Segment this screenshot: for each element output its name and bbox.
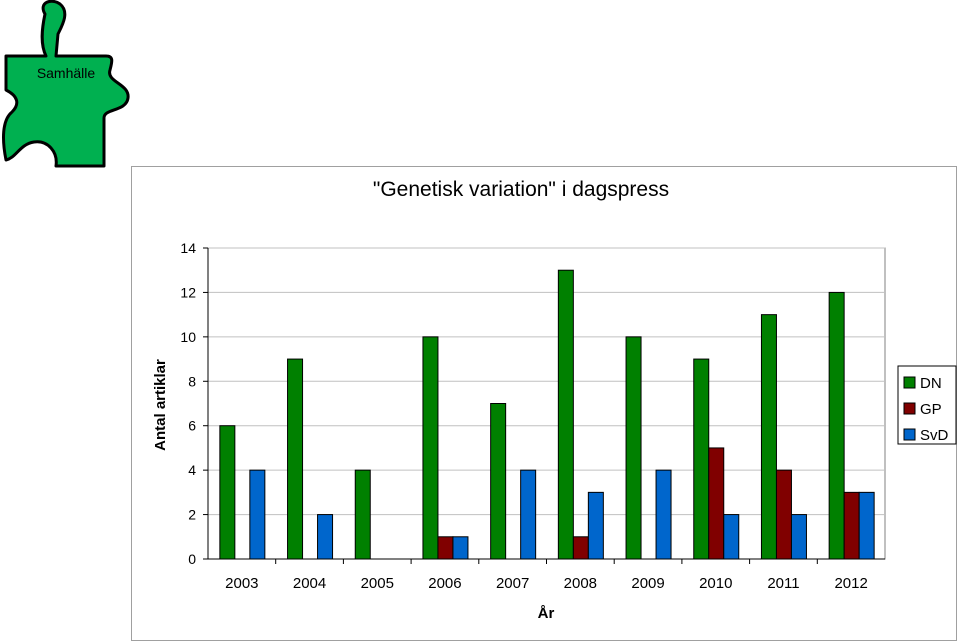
bar-svd-2006 (452, 536, 469, 560)
x-tick-label: 2012 (834, 575, 867, 592)
x-tick-label: 2010 (699, 575, 732, 592)
bar-svd-2010 (723, 514, 740, 560)
x-tick-labels: 2003 2004 2005 2006 2007 2008 2009 2010 2011 2012 (225, 559, 868, 592)
legend-label-svd: SvD (920, 427, 949, 444)
y-tick-label: 14 (180, 240, 196, 256)
x-axis-label: År (538, 605, 555, 622)
y-tick-label: 2 (188, 507, 196, 523)
bar-svd-2008 (587, 491, 604, 560)
bars (219, 269, 875, 560)
x-tick-label: 2003 (225, 575, 258, 592)
x-tick-label: 2007 (496, 575, 529, 592)
legend: DN GP SvD (897, 365, 957, 445)
bar-gp-2011 (775, 469, 792, 560)
bar-svd-2007 (520, 469, 537, 560)
y-tick-label: 10 (180, 329, 196, 345)
bar-svd-2004 (317, 514, 334, 560)
bar-dn-2012 (828, 291, 845, 560)
x-tick-label: 2011 (767, 575, 799, 592)
chart-title: "Genetisk variation" i dagspress (373, 178, 669, 201)
x-tick-label: 2006 (428, 575, 461, 592)
bar-dn-2005 (354, 469, 371, 560)
y-tick-label: 12 (180, 284, 196, 300)
bar-svd-2009 (655, 469, 672, 560)
bar-svd-2003 (249, 469, 266, 560)
bar-dn-2004 (287, 358, 304, 560)
legend-label-gp: GP (920, 401, 942, 418)
y-tick-label: 6 (188, 418, 196, 434)
legend-label-dn: DN (920, 375, 942, 392)
x-tick-label: 2004 (293, 575, 326, 592)
x-tick-label: 2008 (564, 575, 597, 592)
y-tick-label: 4 (188, 462, 196, 478)
y-tick-label: 8 (188, 373, 196, 389)
bar-dn-2008 (557, 269, 574, 560)
puzzle-piece-badge: Samhälle (2, 0, 130, 168)
bar-gp-2008 (572, 536, 589, 560)
y-tick-labels: 0 2 4 6 8 10 12 14 (180, 240, 208, 567)
plot-area (207, 247, 886, 560)
bar-dn-2006 (422, 336, 439, 560)
y-tick-label: 0 (188, 551, 196, 567)
x-tick-label: 2009 (631, 575, 664, 592)
bar-gp-2006 (437, 536, 454, 560)
legend-swatch-dn (903, 376, 916, 389)
y-axis-label: Antal artiklar (152, 359, 169, 451)
bar-svd-2011 (790, 514, 807, 560)
bar-gp-2012 (843, 491, 860, 560)
puzzle-piece-icon (2, 0, 130, 168)
bar-dn-2010 (693, 358, 710, 560)
bar-dn-2009 (625, 336, 642, 560)
bar-dn-2003 (219, 425, 236, 560)
bar-gp-2010 (708, 447, 725, 560)
bar-svd-2012 (858, 491, 875, 560)
bar-dn-2011 (760, 314, 777, 560)
x-tick-label: 2005 (361, 575, 394, 592)
legend-swatch-svd (903, 428, 916, 441)
badge-label: Samhälle (37, 65, 96, 81)
legend-swatch-gp (903, 402, 916, 415)
bar-dn-2007 (490, 403, 507, 560)
